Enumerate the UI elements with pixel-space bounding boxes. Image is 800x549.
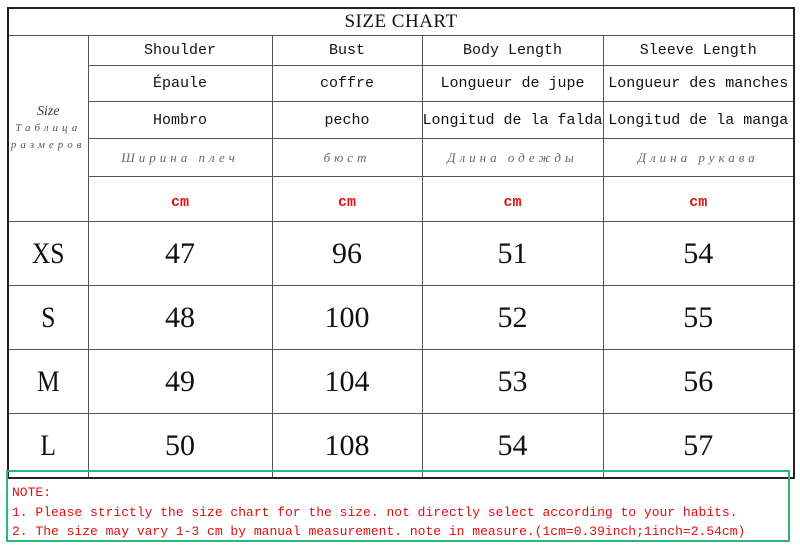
- value-cell: 54: [602, 221, 795, 286]
- header-en: Shoulder: [87, 35, 273, 66]
- size-value: XS: [31, 236, 65, 270]
- note-heading: NOTE:: [12, 485, 52, 500]
- chart-title: SIZE CHART: [7, 7, 795, 36]
- unit-label: cm: [271, 176, 423, 222]
- value-cell: 54: [421, 413, 604, 479]
- size-cell: L: [7, 413, 89, 479]
- table-row: M 49 104 53 56: [7, 349, 795, 414]
- unit-label: cm: [602, 176, 795, 222]
- value-cell: 104: [271, 349, 423, 414]
- header-fr: Longueur de jupe: [421, 65, 604, 102]
- value-cell: 96: [271, 221, 423, 286]
- size-cell: S: [7, 285, 89, 350]
- value-cell: 51: [421, 221, 604, 286]
- header-en: Sleeve Length: [602, 35, 795, 66]
- unit-label: cm: [421, 176, 604, 222]
- size-cell: XS: [7, 221, 89, 286]
- note-line: 2. The size may vary 1-3 cm by manual me…: [12, 524, 746, 539]
- value-cell: 47: [87, 221, 273, 286]
- header-es: Hombro: [87, 101, 273, 139]
- value-cell: 57: [602, 413, 795, 479]
- value-cell: 50: [87, 413, 273, 479]
- header-es: pecho: [271, 101, 423, 139]
- value-cell: 52: [421, 285, 604, 350]
- value-cell: 48: [87, 285, 273, 350]
- size-label-ru: Таблица размеров: [10, 122, 86, 151]
- header-en: Bust: [271, 35, 423, 66]
- header-fr: Longueur des manches: [602, 65, 795, 102]
- header-ru: Ширина плеч: [87, 138, 273, 177]
- size-value: L: [40, 428, 57, 462]
- header-ru: Длина рукава: [602, 138, 795, 177]
- value-cell: 53: [421, 349, 604, 414]
- table-row: S 48 100 52 55: [7, 285, 795, 350]
- header-en: Body Length: [421, 35, 604, 66]
- size-label: Size: [36, 104, 60, 119]
- table-row: L 50 108 54 57: [7, 413, 795, 479]
- table-row: XS 47 96 51 54: [7, 221, 795, 286]
- size-value: S: [41, 300, 56, 334]
- header-ru: бюст: [271, 138, 423, 177]
- size-header-cell: Size Таблица размеров: [7, 35, 89, 222]
- header-es: Longitud de la manga: [602, 101, 795, 139]
- header-fr: Épaule: [87, 65, 273, 102]
- value-cell: 100: [271, 285, 423, 350]
- value-cell: 108: [271, 413, 423, 479]
- value-cell: 49: [87, 349, 273, 414]
- note-box: NOTE: 1. Please strictly the size chart …: [6, 470, 790, 542]
- header-es: Longitud de la falda: [421, 101, 604, 139]
- note-line: 1. Please strictly the size chart for th…: [12, 504, 738, 520]
- size-cell: M: [7, 349, 89, 414]
- unit-label: cm: [87, 176, 273, 222]
- value-cell: 55: [602, 285, 795, 350]
- size-value: M: [36, 364, 60, 398]
- header-ru: Длина одежды: [421, 138, 604, 177]
- value-cell: 56: [602, 349, 795, 414]
- size-chart-table: SIZE CHART Size Таблица размеров Shoulde…: [7, 7, 796, 479]
- header-fr: coffre: [271, 65, 423, 102]
